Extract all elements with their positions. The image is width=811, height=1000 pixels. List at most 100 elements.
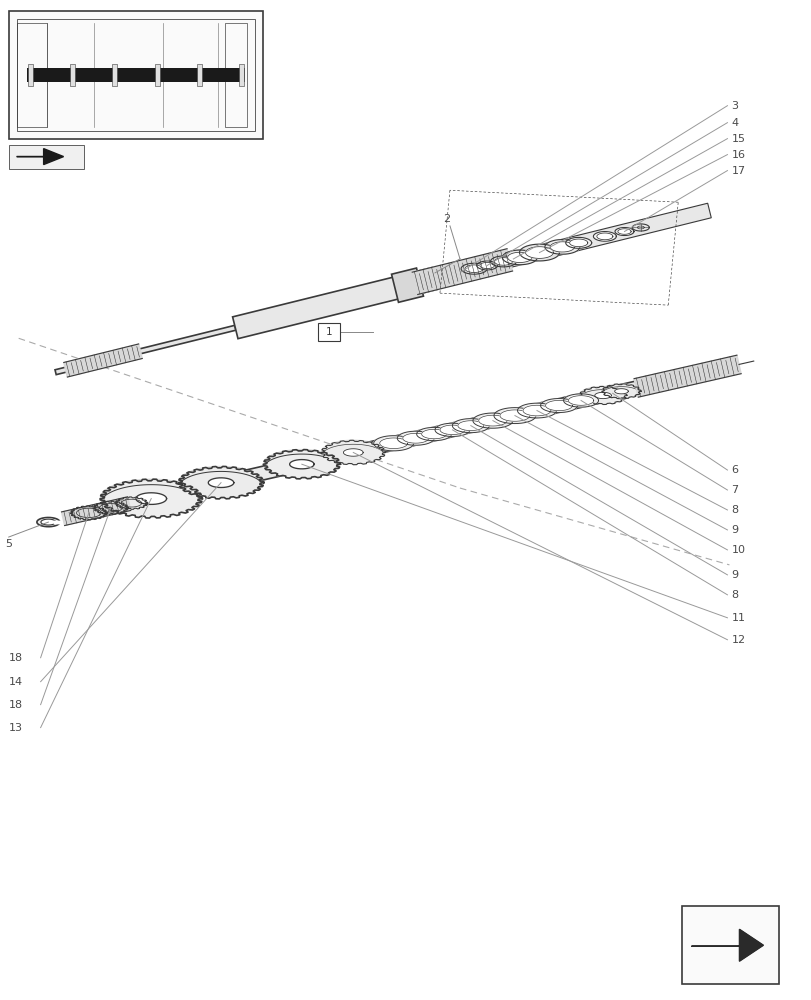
Polygon shape — [64, 344, 142, 377]
Bar — [238, 64, 243, 86]
Polygon shape — [62, 497, 131, 526]
Bar — [9, 145, 84, 169]
Polygon shape — [416, 427, 451, 441]
Polygon shape — [36, 517, 60, 527]
Polygon shape — [265, 450, 338, 464]
Polygon shape — [478, 415, 506, 426]
Text: 13: 13 — [9, 723, 23, 733]
Bar — [112, 64, 118, 86]
Polygon shape — [263, 450, 340, 479]
Polygon shape — [633, 355, 740, 397]
Polygon shape — [343, 449, 363, 456]
Polygon shape — [479, 262, 494, 269]
Polygon shape — [440, 425, 465, 435]
Text: 8: 8 — [731, 590, 738, 600]
Polygon shape — [517, 403, 556, 418]
Polygon shape — [435, 423, 470, 436]
Bar — [225, 23, 247, 127]
Polygon shape — [109, 374, 670, 514]
Polygon shape — [71, 506, 107, 520]
Bar — [17, 23, 46, 127]
Polygon shape — [412, 249, 512, 294]
Text: 17: 17 — [731, 166, 744, 176]
Polygon shape — [373, 436, 413, 451]
Polygon shape — [632, 224, 649, 231]
Polygon shape — [614, 389, 628, 394]
Polygon shape — [476, 261, 497, 270]
Polygon shape — [180, 466, 261, 483]
Text: 6: 6 — [731, 465, 737, 475]
Text: 5: 5 — [6, 539, 13, 549]
Bar — [17, 19, 255, 131]
Polygon shape — [637, 226, 643, 229]
Polygon shape — [525, 247, 553, 258]
Polygon shape — [569, 239, 587, 247]
Polygon shape — [17, 149, 63, 165]
Polygon shape — [545, 400, 572, 411]
Polygon shape — [41, 519, 56, 525]
Polygon shape — [522, 405, 551, 416]
Polygon shape — [100, 479, 202, 518]
Polygon shape — [55, 325, 236, 375]
Polygon shape — [472, 413, 513, 428]
Text: 10: 10 — [731, 545, 744, 555]
Polygon shape — [421, 429, 446, 439]
Polygon shape — [565, 237, 591, 248]
Text: 8: 8 — [731, 505, 738, 515]
Polygon shape — [322, 440, 384, 453]
Bar — [154, 64, 159, 86]
Polygon shape — [502, 250, 537, 265]
Polygon shape — [568, 396, 593, 405]
Polygon shape — [602, 384, 639, 392]
Polygon shape — [461, 263, 487, 274]
Polygon shape — [494, 258, 512, 265]
Polygon shape — [490, 256, 516, 267]
Polygon shape — [93, 501, 128, 514]
Polygon shape — [549, 242, 574, 252]
Bar — [28, 64, 33, 86]
Polygon shape — [457, 421, 483, 431]
Polygon shape — [397, 431, 434, 445]
Polygon shape — [519, 244, 559, 261]
Polygon shape — [102, 479, 200, 498]
Text: 16: 16 — [731, 150, 744, 160]
Bar — [71, 64, 75, 86]
Polygon shape — [580, 386, 625, 396]
Bar — [317, 323, 339, 341]
Polygon shape — [391, 268, 423, 302]
Text: 18: 18 — [9, 700, 23, 710]
Text: 2: 2 — [443, 214, 449, 224]
Polygon shape — [232, 267, 437, 339]
Polygon shape — [578, 386, 626, 404]
Text: 9: 9 — [731, 570, 738, 580]
Polygon shape — [452, 419, 489, 433]
Text: 14: 14 — [9, 677, 23, 687]
Polygon shape — [563, 394, 598, 407]
Text: 9: 9 — [731, 525, 738, 535]
Polygon shape — [540, 399, 577, 413]
Text: 12: 12 — [731, 635, 744, 645]
Polygon shape — [320, 440, 385, 465]
Bar — [9, 11, 263, 139]
Polygon shape — [596, 233, 612, 240]
Polygon shape — [507, 252, 531, 263]
Text: 11: 11 — [731, 613, 744, 623]
Polygon shape — [290, 460, 314, 469]
Polygon shape — [493, 408, 535, 424]
Polygon shape — [465, 265, 483, 273]
Text: 15: 15 — [731, 134, 744, 144]
Text: 18: 18 — [9, 653, 23, 663]
Polygon shape — [691, 929, 762, 961]
Polygon shape — [135, 493, 166, 504]
Polygon shape — [115, 497, 148, 509]
Bar — [27, 68, 245, 82]
Polygon shape — [500, 410, 530, 421]
Polygon shape — [508, 203, 710, 267]
Text: 4: 4 — [731, 118, 738, 128]
Polygon shape — [402, 433, 428, 443]
Polygon shape — [208, 478, 234, 488]
Polygon shape — [601, 384, 640, 399]
Polygon shape — [544, 240, 579, 254]
Bar — [196, 64, 201, 86]
Polygon shape — [594, 392, 611, 399]
